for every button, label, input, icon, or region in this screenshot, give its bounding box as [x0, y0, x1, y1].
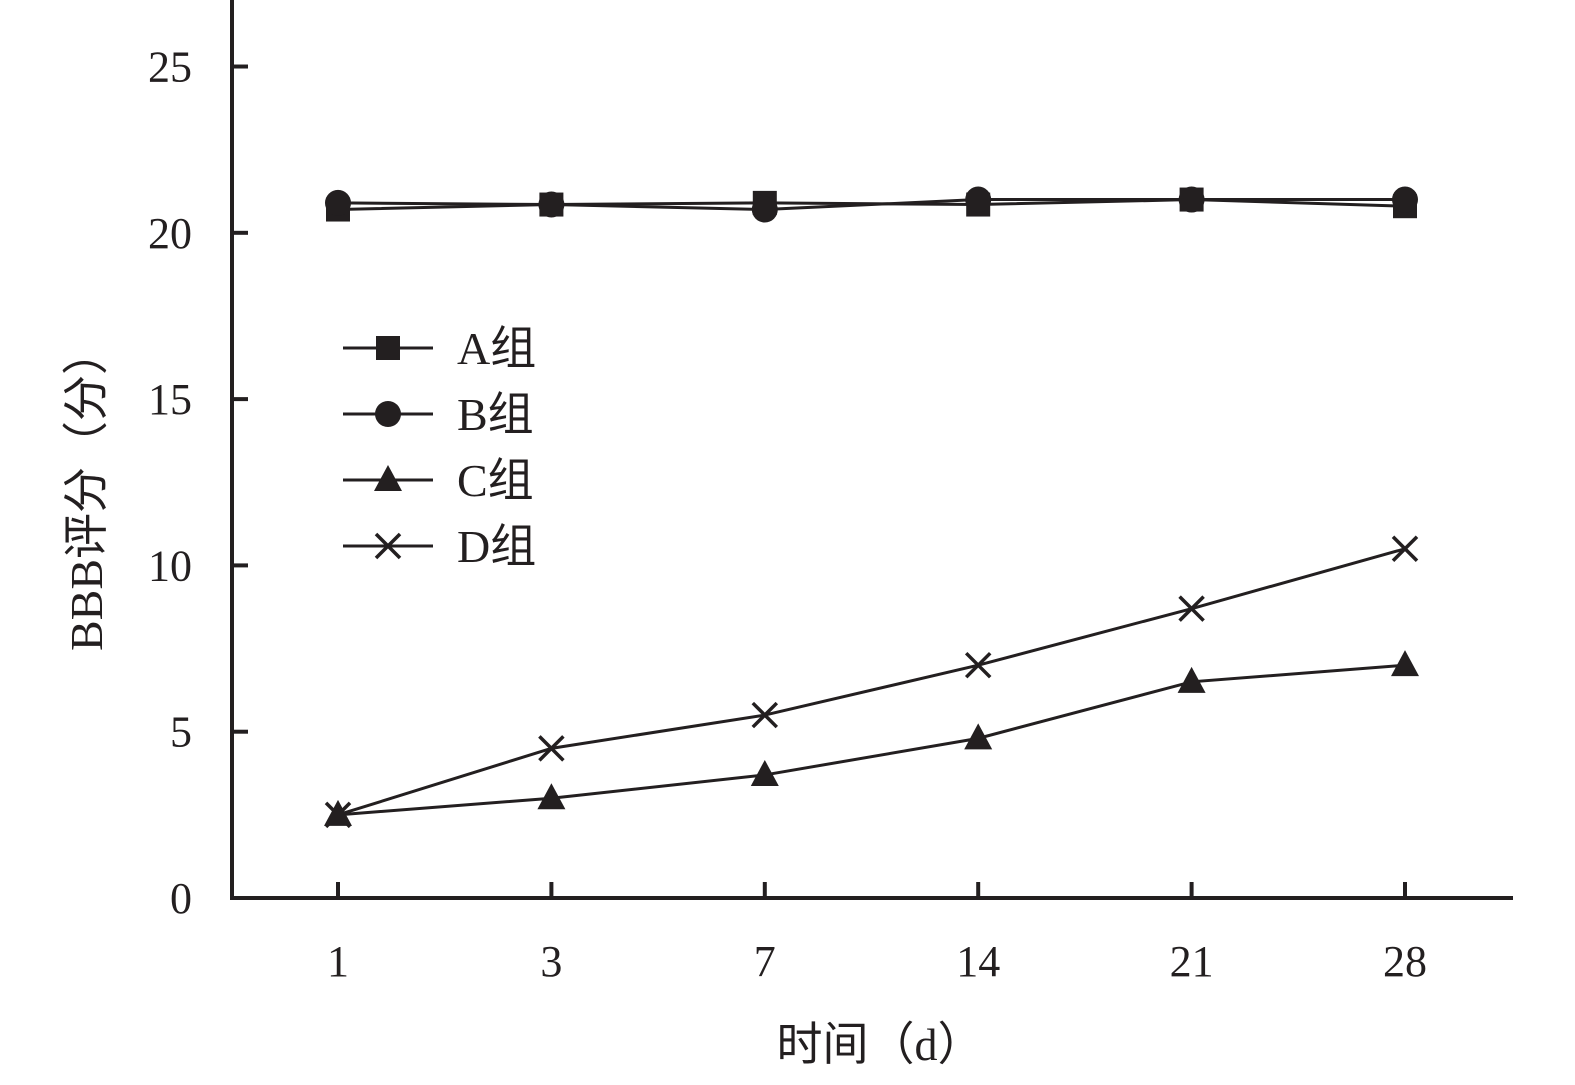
series-circle: [325, 186, 1418, 223]
x-tick-label-3: 14: [956, 937, 1000, 986]
point-circle-5: [1392, 186, 1418, 213]
point-circle-0: [325, 189, 351, 216]
y-tick-label-3: 15: [148, 375, 192, 424]
point-cross-3: [964, 651, 992, 679]
legend-marker-cross: [374, 532, 402, 560]
point-triangle-4: [1177, 666, 1206, 693]
series-line-circle: [337, 198, 1405, 212]
legend-marker-square: [376, 336, 400, 360]
y-tick-label-0: 0: [170, 874, 192, 923]
y-axis-title: BBB评分（分）: [61, 329, 112, 651]
point-cross-3-stroke-b: [964, 651, 992, 679]
point-circle-1: [538, 191, 565, 218]
legend-label-square: A组: [457, 323, 536, 374]
legend-label-cross: D组: [457, 521, 536, 572]
x-tick-label-1: 3: [540, 937, 562, 986]
legend-item-circle: B组: [343, 389, 534, 440]
point-cross-1: [538, 735, 565, 762]
point-triangle-1: [537, 783, 566, 810]
point-cross-2: [751, 701, 779, 729]
x-tick-label-0: 1: [327, 937, 349, 986]
legend-marker-circle: [375, 401, 401, 427]
series-triangle: [324, 650, 1419, 826]
legend-label-triangle: C组: [457, 455, 534, 506]
x-tick-label-2: 7: [754, 937, 776, 986]
legend-item-cross: D组: [343, 521, 536, 572]
series-layer: [324, 186, 1419, 829]
y-tick-label-4: 20: [148, 209, 192, 258]
x-tick-label-5: 28: [1383, 937, 1427, 986]
point-triangle-5: [1391, 650, 1419, 677]
series-line-cross: [337, 547, 1406, 817]
series-cross: [324, 535, 1419, 829]
point-circle-4: [1178, 186, 1205, 213]
point-cross-4: [1178, 595, 1205, 622]
point-cross-5-stroke-b: [1391, 535, 1419, 563]
legend-marker-cross-stroke-b: [374, 532, 402, 560]
point-cross-0-stroke-b: [324, 801, 352, 829]
y-tick-label-1: 5: [170, 708, 192, 757]
legend-marker-triangle: [374, 465, 402, 491]
point-cross-5: [1391, 535, 1419, 563]
axes: 0 5 10 15 20 25 1 3 7 14 21 28: [148, 0, 1513, 986]
series-line-triangle: [337, 663, 1406, 817]
point-triangle-3: [964, 723, 993, 750]
point-circle-2: [751, 196, 778, 223]
point-cross-4-stroke-b: [1178, 595, 1205, 622]
x-tick-label-4: 21: [1170, 937, 1214, 986]
legend-item-triangle: C组: [343, 455, 534, 506]
point-triangle-2: [750, 759, 779, 786]
point-circle-3: [965, 186, 992, 213]
legend-item-square: A组: [343, 323, 536, 374]
legend-label-circle: B组: [457, 389, 534, 440]
y-tick-label-2: 10: [148, 541, 192, 590]
point-cross-1-stroke-b: [538, 735, 565, 762]
point-cross-0: [324, 801, 352, 829]
x-axis-title: 时间（d）: [777, 1019, 984, 1070]
point-cross-2-stroke-b: [751, 701, 779, 729]
y-tick-label-5: 25: [148, 43, 192, 92]
legend: A组 B组 C组 D组: [343, 323, 536, 572]
